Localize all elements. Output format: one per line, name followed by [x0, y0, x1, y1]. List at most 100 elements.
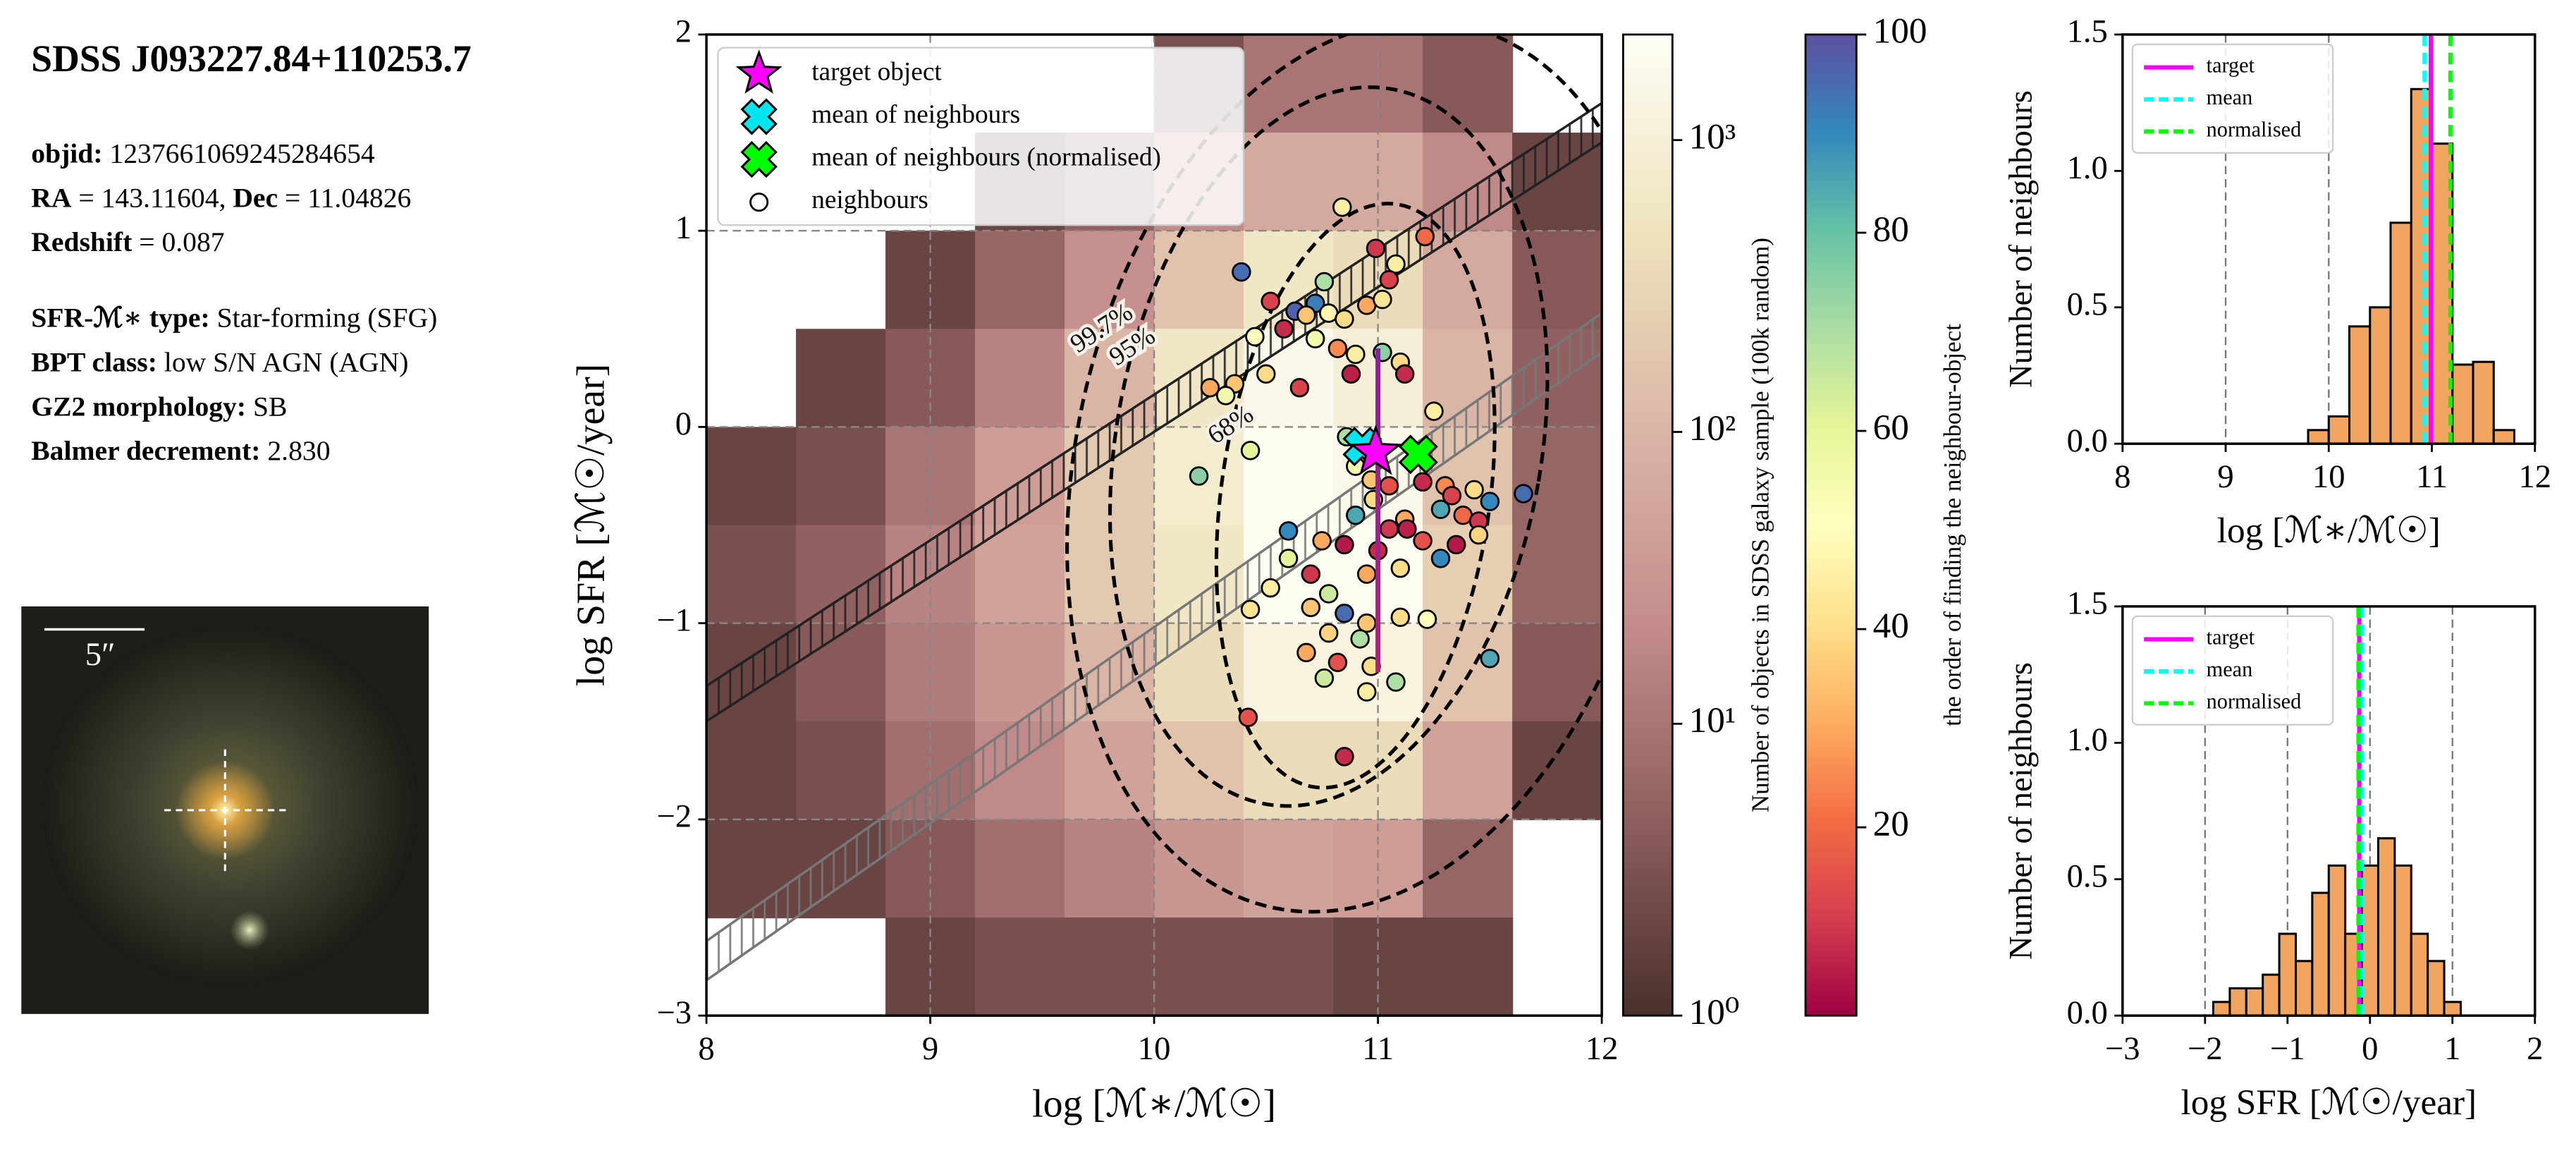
heatmap-cell [706, 525, 797, 624]
info-text: low S/N AGN (AGN) [157, 346, 409, 377]
neighbour-point [1394, 364, 1415, 384]
info-row: RA = 143.11604, Dec = 11.04826 [31, 182, 411, 213]
histogram-bar [2389, 221, 2412, 445]
histogram-bar [2360, 864, 2379, 1017]
heatmap-cell [975, 525, 1066, 624]
neighbour-point [1240, 441, 1261, 460]
neighbour-point [1356, 682, 1377, 702]
y-tick-label: 1 [675, 209, 692, 246]
histogram-bar [2294, 960, 2314, 1017]
confidence-ellipse [1108, 85, 1550, 808]
legend-label: mean [2207, 657, 2253, 681]
heatmap-cell [1154, 819, 1245, 919]
histogram-bar [2472, 360, 2495, 445]
x-axis-label: log SFR [ℳ☉/year] [2181, 1082, 2477, 1123]
legend-label: target [2207, 54, 2255, 78]
heatmap-cell [975, 917, 1066, 1016]
circle-marker [749, 193, 769, 212]
neighbour-point [1189, 466, 1209, 486]
neighbour-point [1261, 291, 1280, 312]
neighbour-point [1296, 642, 1316, 663]
info-text: Redshift [31, 226, 133, 257]
y-tick-label: 0.0 [2067, 422, 2108, 459]
neighbour-point [1238, 707, 1258, 727]
colorbar-tick-label: 80 [1873, 209, 1909, 250]
legend-label: mean of neighbours [811, 100, 1020, 129]
heatmap-cell [1154, 231, 1245, 330]
heatmap-cell [975, 231, 1066, 330]
neighbour-point [1240, 599, 1261, 619]
x-tick-label: −1 [2270, 1030, 2305, 1067]
legend-label: normalised [2207, 689, 2302, 713]
neighbour-point [1350, 629, 1370, 649]
y-axis-label: Number of neighbours [2003, 90, 2040, 388]
info-text: GZ2 morphology: [31, 391, 246, 422]
star [230, 910, 270, 950]
heatmap-cell [1512, 623, 1602, 722]
x-tick-label: 8 [698, 1030, 714, 1067]
histogram-bar [2212, 1001, 2231, 1017]
histogram-bar [2327, 415, 2351, 445]
neighbour-point [1346, 344, 1366, 365]
info-text: BPT class: [31, 346, 157, 377]
heatmap-cell [1512, 525, 1602, 624]
neighbour-point [1413, 531, 1433, 551]
legend-box [2131, 43, 2334, 154]
neighbour-point [1301, 597, 1321, 618]
galaxy-image: 5″ [21, 606, 429, 1014]
info-text: = 143.11604, [71, 182, 233, 213]
neighbour-point [1346, 505, 1366, 525]
heatmap-cell [796, 329, 887, 428]
x-marker [740, 140, 778, 178]
neighbour-point [1318, 584, 1339, 604]
neighbour-point [1373, 289, 1392, 310]
neighbour-point [1200, 378, 1220, 398]
heatmap-cell [1423, 819, 1514, 919]
x-tick-label: 11 [2416, 458, 2448, 495]
colorbar-label: Number of objects in SDSS galaxy sample … [1746, 238, 1774, 812]
heatmap-cell [1244, 34, 1335, 134]
star-marker [735, 49, 783, 94]
heatmap-cell [1512, 231, 1602, 330]
heatmap-cell [1244, 133, 1335, 232]
histogram-bar [2393, 864, 2412, 1017]
neighbour-point [1256, 364, 1276, 384]
neighbour-point [1430, 549, 1451, 568]
neighbour-point [1480, 492, 1500, 511]
heatmap-cell [1244, 917, 1335, 1016]
axes-frame [705, 33, 1603, 1017]
info-text: Balmer decrement: [31, 435, 260, 466]
neighbour-point [1415, 226, 1435, 247]
x-tick-label: 8 [2114, 458, 2130, 495]
histogram-bar [2376, 837, 2396, 1017]
neighbour-point [1278, 549, 1299, 568]
colorbar-tick-label: 10⁰ [1689, 992, 1740, 1032]
colorbar-tick-label: 20 [1873, 804, 1909, 844]
info-text: Dec [233, 182, 278, 213]
neighbour-point [1289, 378, 1310, 398]
colorbar-tick-label: 10² [1689, 408, 1736, 449]
colorbar-tick-label: 10³ [1689, 116, 1736, 157]
x-tick-label: 11 [1362, 1030, 1394, 1067]
y-tick-label: 0 [675, 405, 692, 442]
scale-label: 5″ [85, 636, 116, 673]
neighbour-point [1301, 564, 1321, 584]
x-tick-label: 9 [2217, 458, 2233, 495]
neighbour-point [1215, 386, 1236, 405]
x-tick-label: −3 [2105, 1030, 2140, 1067]
heatmap-cell [1154, 917, 1245, 1016]
neighbour-point [1386, 672, 1406, 692]
y-tick-label: 1.5 [2067, 585, 2108, 622]
neighbour-point [1430, 499, 1451, 520]
y-axis-label: log SFR [ℳ☉/year] [569, 364, 613, 687]
histogram-bar [2228, 987, 2247, 1017]
star-marker [1349, 425, 1402, 475]
neighbour-point [1327, 338, 1348, 358]
neighbour-point [1245, 327, 1265, 347]
confidence-ellipse [1065, 34, 1602, 914]
neighbour-point [1390, 559, 1411, 578]
heatmap-cell [1065, 819, 1155, 919]
y-tick-label: 1.0 [2067, 150, 2108, 186]
y-tick-label: 0.5 [2067, 286, 2108, 322]
